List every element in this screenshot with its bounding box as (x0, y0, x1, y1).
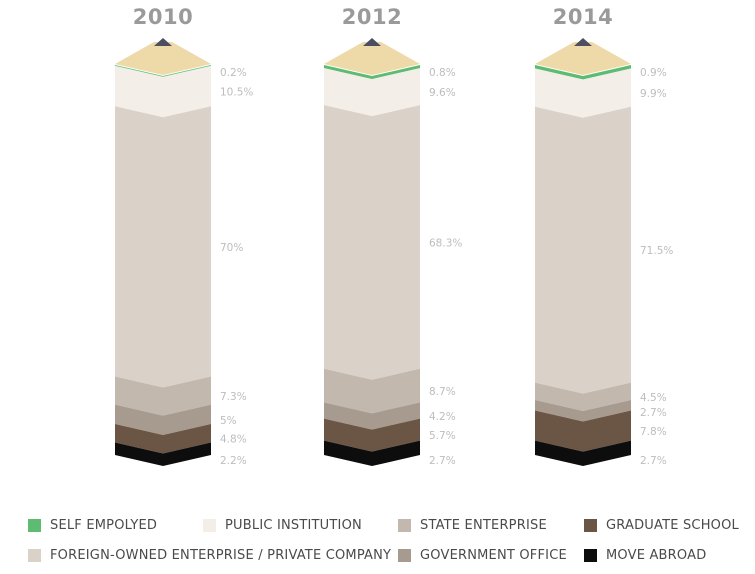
pencil-graphite-tip (363, 38, 381, 46)
legend-item: GOVERNMENT OFFICE (398, 547, 567, 563)
bar-segment-foreign-owned-enterprise-private-company (535, 106, 631, 394)
legend-item: PUBLIC INSTITUTION (203, 517, 362, 533)
bar-segment-state-enterprise (324, 368, 420, 414)
bar-segment-government-office (535, 400, 631, 422)
data-label: 0.2% (220, 67, 247, 79)
legend-swatch (28, 518, 41, 532)
bar-segment-public-institution (324, 68, 420, 117)
year-label: 2010 (133, 5, 193, 29)
bar-segment-state-enterprise (535, 382, 631, 412)
data-label: 2.7% (640, 407, 667, 419)
legend-swatch (28, 548, 41, 562)
bar-segment-graduate-school (535, 410, 631, 452)
legend-label: STATE ENTERPRISE (420, 517, 547, 533)
data-label: 7.8% (640, 426, 667, 438)
pencil-wood-cone (535, 42, 631, 75)
data-label: 2.2% (220, 455, 247, 467)
data-label: 8.7% (429, 386, 456, 398)
bar-segment-move-abroad (535, 440, 631, 466)
pencil-2012: 2012 0.8% 9.6% 68.3% 8.7% 4.2% 5.7% 2.7% (324, 5, 462, 467)
data-label: 7.3% (220, 391, 247, 403)
legend-swatch (398, 518, 411, 532)
legend: SELF EMPOLYED PUBLIC INSTITUTION STATE ENT… (28, 517, 748, 567)
bar-segment-move-abroad (115, 442, 211, 466)
legend-label: SELF EMPOLYED (50, 517, 158, 533)
legend-swatch (398, 548, 411, 562)
legend-item: SELF EMPOLYED (28, 517, 157, 533)
pencil-2010: 2010 0.2% 10.5% 70% 7.3% 5% 4.8% 2.2% (115, 5, 253, 467)
data-label: 5% (220, 415, 237, 427)
legend-label: PUBLIC INSTITUTION (225, 517, 362, 533)
bar-segment-government-office (115, 404, 211, 435)
data-label: 0.8% (429, 67, 456, 79)
bar-segment-self-empolyed (535, 65, 631, 80)
bar-segment-public-institution (535, 68, 631, 118)
legend-label: MOVE ABROAD (606, 547, 707, 563)
bar-segment-graduate-school (115, 423, 211, 454)
legend-swatch (584, 548, 597, 562)
legend-item: MOVE ABROAD (584, 547, 706, 563)
data-label: 10.5% (220, 87, 253, 99)
year-label: 2012 (342, 5, 402, 29)
bar-segment-graduate-school (324, 418, 420, 452)
data-label: 68.3% (429, 237, 462, 249)
data-label: 0.9% (640, 67, 667, 79)
bar-segment-state-enterprise (115, 376, 211, 416)
bar-segment-foreign-owned-enterprise-private-company (115, 106, 211, 388)
data-label: 2.7% (640, 455, 667, 467)
legend-label: GRADUATE SCHOOL (606, 517, 739, 533)
bar-segment-government-office (324, 402, 420, 430)
data-label: 9.6% (429, 87, 456, 99)
legend-label: GOVERNMENT OFFICE (420, 547, 567, 563)
pencil-wood-cone (324, 42, 420, 75)
legend-swatch (584, 518, 597, 532)
legend-label: FOREIGN-OWNED ENTERPRISE / PRIVATE COMPA… (50, 547, 392, 563)
legend-item: FOREIGN-OWNED ENTERPRISE / PRIVATE COMPA… (28, 547, 391, 563)
data-label: 9.9% (640, 88, 667, 100)
pencil-graphite-tip (154, 38, 172, 46)
year-label: 2014 (553, 5, 613, 29)
bar-segment-self-empolyed (324, 65, 420, 80)
bar-segment-public-institution (115, 65, 211, 118)
data-label: 5.7% (429, 430, 456, 442)
data-label: 4.8% (220, 434, 247, 446)
data-label: 4.2% (429, 411, 456, 423)
legend-swatch (203, 518, 216, 532)
data-label: 4.5% (640, 392, 667, 404)
data-label: 71.5% (640, 245, 673, 257)
pencil-2014: 2014 0.9% 9.9% 71.5% 4.5% 2.7% 7.8% 2.7% (535, 5, 673, 467)
legend-item: STATE ENTERPRISE (398, 517, 547, 533)
pencil-graphite-tip (574, 38, 592, 46)
bar-segment-move-abroad (324, 440, 420, 466)
pencil-wood-cone (115, 42, 211, 75)
bar-segment-foreign-owned-enterprise-private-company (324, 105, 420, 380)
data-label: 70% (220, 242, 243, 254)
data-label: 2.7% (429, 455, 456, 467)
legend-item: GRADUATE SCHOOL (584, 517, 739, 533)
